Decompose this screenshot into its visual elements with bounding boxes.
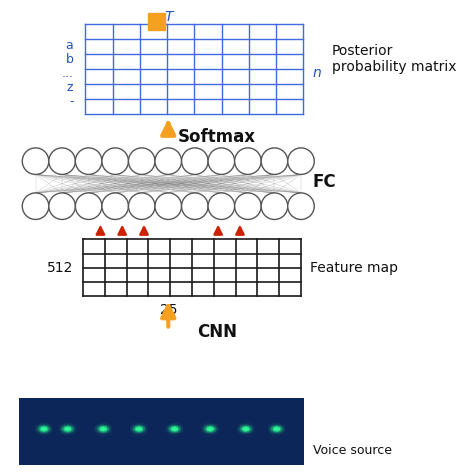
Text: Feature map: Feature map: [310, 261, 399, 275]
Text: -: -: [69, 95, 73, 109]
Circle shape: [128, 148, 155, 174]
Text: 512: 512: [47, 261, 73, 275]
Text: ...: ...: [62, 67, 73, 80]
Text: b: b: [65, 53, 73, 66]
Circle shape: [128, 193, 155, 219]
Circle shape: [261, 193, 288, 219]
Text: FC: FC: [313, 173, 337, 191]
FancyBboxPatch shape: [148, 13, 165, 30]
Text: 25: 25: [160, 303, 177, 318]
Circle shape: [208, 193, 235, 219]
Circle shape: [155, 193, 182, 219]
Circle shape: [261, 148, 288, 174]
Circle shape: [22, 193, 49, 219]
Text: Voice source: Voice source: [313, 444, 392, 457]
Circle shape: [49, 148, 75, 174]
Circle shape: [155, 148, 182, 174]
Circle shape: [182, 148, 208, 174]
Circle shape: [288, 193, 314, 219]
Circle shape: [288, 148, 314, 174]
Text: a: a: [66, 38, 73, 52]
Circle shape: [75, 193, 102, 219]
Text: T: T: [164, 9, 173, 24]
Circle shape: [102, 148, 128, 174]
Text: z: z: [67, 81, 73, 94]
Text: Softmax: Softmax: [178, 128, 256, 146]
Circle shape: [102, 193, 128, 219]
Circle shape: [235, 193, 261, 219]
Circle shape: [182, 193, 208, 219]
Circle shape: [208, 148, 235, 174]
Circle shape: [22, 148, 49, 174]
Text: n: n: [313, 66, 321, 81]
Text: Posterior
probability matrix: Posterior probability matrix: [332, 44, 456, 74]
Circle shape: [75, 148, 102, 174]
Text: CNN: CNN: [197, 323, 237, 341]
Circle shape: [235, 148, 261, 174]
Circle shape: [49, 193, 75, 219]
